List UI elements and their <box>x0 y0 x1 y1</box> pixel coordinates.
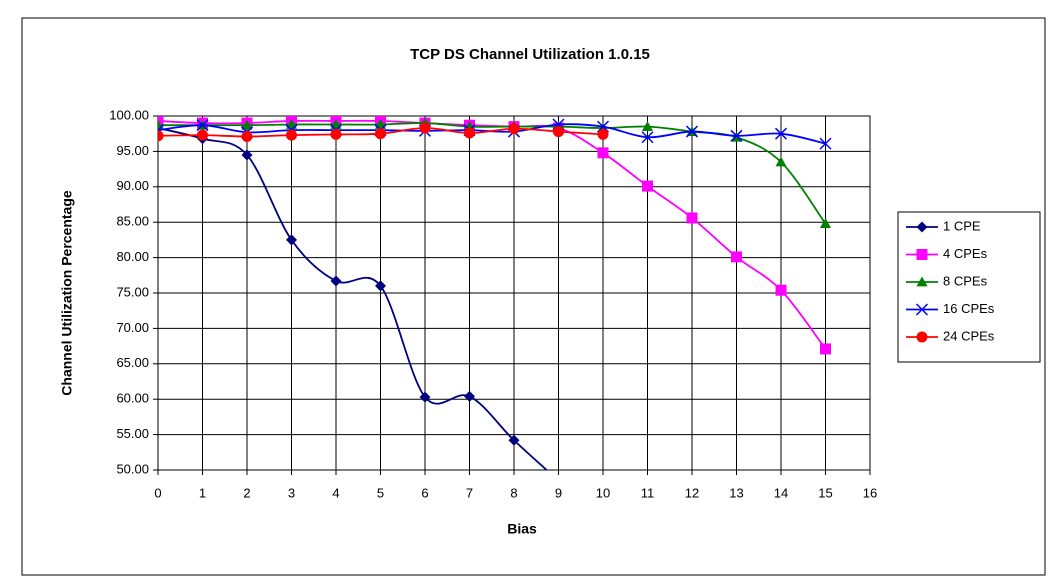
x-tick-label: 16 <box>863 485 877 500</box>
marker <box>597 147 609 159</box>
legend-label: 24 CPEs <box>943 328 995 343</box>
marker <box>286 129 297 141</box>
marker <box>241 119 253 130</box>
legend-marker <box>915 303 929 316</box>
x-tick-label: 5 <box>377 485 384 500</box>
marker <box>158 116 164 127</box>
x-tick-label: 15 <box>818 485 832 500</box>
x-tick-label: 10 <box>596 485 610 500</box>
x-tick-label: 6 <box>421 485 428 500</box>
x-tick-label: 0 <box>154 485 161 500</box>
y-tick-label: 80.00 <box>116 249 149 264</box>
marker <box>419 122 431 134</box>
series-layer <box>158 116 832 470</box>
x-tick-label: 12 <box>685 485 699 500</box>
y-tick-label: 65.00 <box>116 355 149 370</box>
legend-label: 4 CPEs <box>943 246 988 261</box>
y-tick-label: 100.00 <box>109 107 149 122</box>
y-tick-label: 55.00 <box>116 426 149 441</box>
marker <box>419 391 431 403</box>
marker <box>775 284 787 296</box>
y-tick-label: 50.00 <box>116 461 149 476</box>
marker <box>642 180 653 192</box>
marker <box>286 234 297 246</box>
legend-label: 1 CPE <box>943 218 981 233</box>
x-tick-label: 3 <box>288 485 295 500</box>
marker <box>642 121 653 132</box>
marker <box>508 434 520 446</box>
x-tick-label: 11 <box>641 485 655 500</box>
marker <box>819 137 832 150</box>
marker <box>731 251 742 263</box>
marker <box>596 120 610 133</box>
marker <box>820 218 831 229</box>
legend-marker <box>916 276 928 287</box>
chart-title: TCP DS Channel Utilization 1.0.15 <box>410 46 650 63</box>
marker <box>375 128 386 140</box>
y-tick-label: 70.00 <box>116 320 149 335</box>
marker <box>241 131 253 143</box>
plot-border <box>157 115 871 471</box>
y-tick-label: 75.00 <box>116 284 149 299</box>
y-tick-label: 90.00 <box>116 178 149 193</box>
x-axis-label: Bias <box>507 521 537 537</box>
marker <box>464 390 475 402</box>
x-tick-label: 13 <box>729 485 743 500</box>
marker <box>158 130 164 142</box>
marker <box>553 126 564 138</box>
marker <box>820 343 831 355</box>
marker <box>241 149 253 161</box>
marker <box>774 127 788 140</box>
y-tick-label: 95.00 <box>116 143 149 158</box>
marker <box>641 131 654 144</box>
x-tick-label: 7 <box>466 485 473 500</box>
y-axis-label: Channel Utilization Percentage <box>59 190 75 396</box>
x-tick-label: 2 <box>243 485 250 500</box>
y-tick-label: 60.00 <box>116 391 149 406</box>
x-tick-label: 1 <box>199 485 206 500</box>
series-line <box>158 127 548 470</box>
legend-label: 8 CPEs <box>943 273 988 288</box>
x-tick-label: 4 <box>332 485 339 500</box>
marker <box>330 128 342 140</box>
marker <box>686 212 698 224</box>
marker <box>685 125 699 138</box>
marker <box>330 275 342 287</box>
marker <box>197 129 208 141</box>
marker <box>597 128 609 140</box>
marker <box>730 129 743 142</box>
marker <box>158 119 164 130</box>
marker <box>464 127 475 139</box>
marker <box>508 123 520 135</box>
y-tick-label: 85.00 <box>116 214 149 229</box>
x-tick-label: 14 <box>774 485 788 500</box>
legend-marker <box>916 221 928 233</box>
x-tick-label: 9 <box>555 485 562 500</box>
legend-label: 16 CPEs <box>943 301 995 316</box>
legend-marker <box>916 249 928 260</box>
x-tick-label: 8 <box>510 485 517 500</box>
marker <box>196 119 209 132</box>
marker <box>375 280 386 292</box>
legend-marker <box>916 331 928 343</box>
marker <box>775 156 787 167</box>
